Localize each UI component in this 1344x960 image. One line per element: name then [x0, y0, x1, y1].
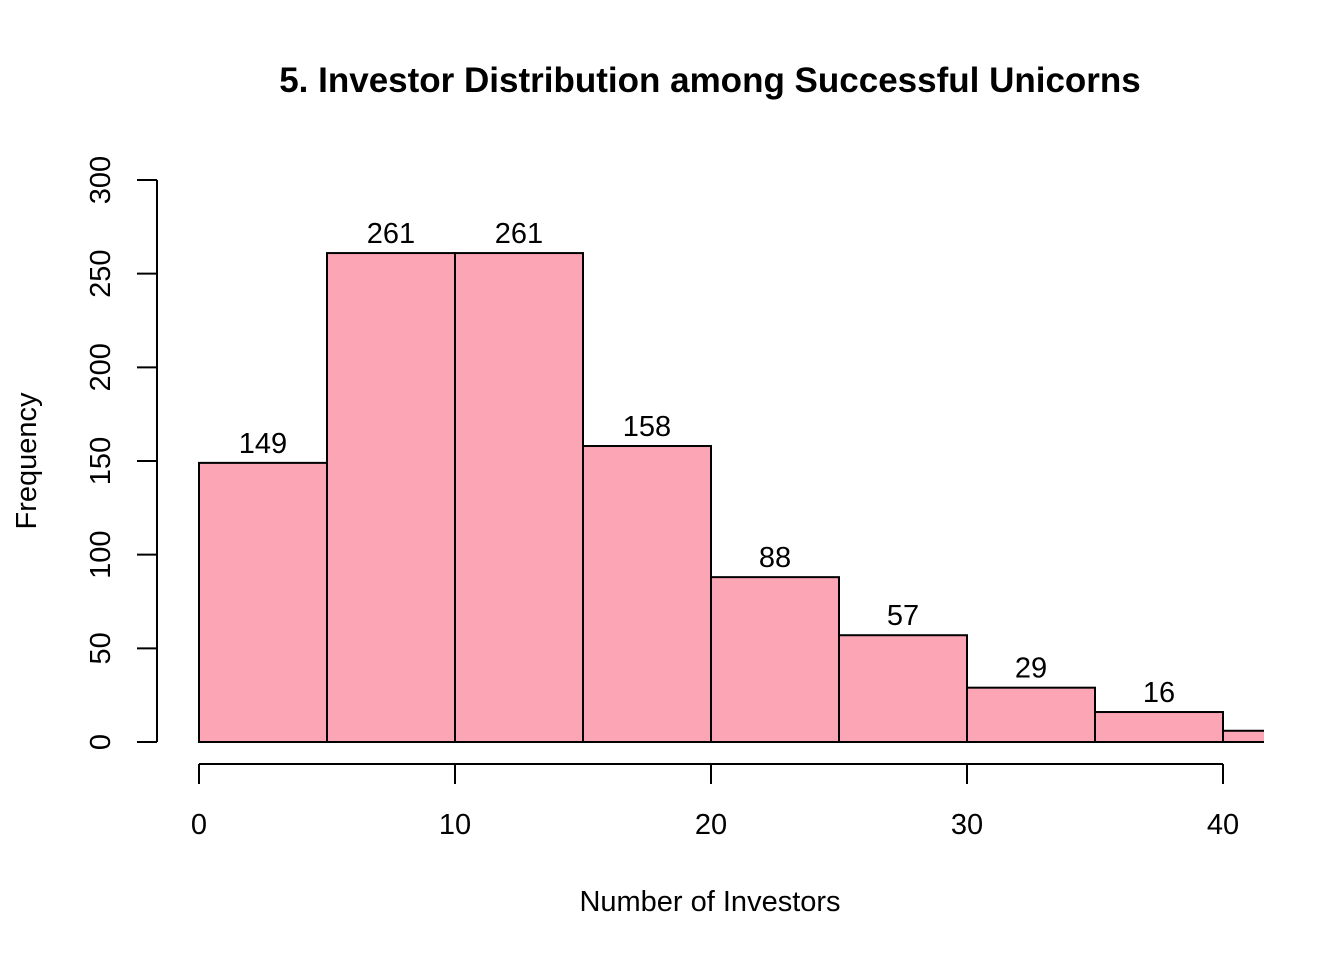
- y-tick-label: 150: [85, 437, 117, 485]
- x-tick-label: 0: [191, 809, 207, 841]
- y-axis-title: Frequency: [11, 392, 43, 530]
- x-axis: 0 10 20 30 40: [191, 763, 1239, 841]
- bar-value-label: 261: [495, 218, 543, 250]
- histogram-bar: [326, 252, 456, 743]
- histogram-bar: [838, 634, 968, 744]
- histogram-bar: [710, 576, 840, 743]
- y-tick-label: 200: [85, 343, 117, 391]
- y-tick-label: 0: [85, 734, 117, 750]
- bar-value-label: 158: [623, 411, 671, 443]
- histogram-bar: [454, 252, 584, 743]
- data-labels-group: 149 261 261 158 88 57 29 16: [239, 218, 1175, 709]
- y-tick-label: 300: [85, 156, 117, 204]
- bar-value-label: 88: [759, 542, 791, 574]
- y-tick-label: 250: [85, 249, 117, 297]
- bar-value-label: 149: [239, 428, 287, 460]
- x-tick-label: 10: [439, 809, 471, 841]
- histogram-bar: [966, 686, 1096, 744]
- histogram-bar: [582, 445, 712, 743]
- y-axis: 0 50 100 150 200 250 300: [85, 156, 158, 750]
- x-tick-label: 20: [695, 809, 727, 841]
- bar-value-label: 57: [887, 600, 919, 632]
- bar-value-label: 29: [1015, 653, 1047, 685]
- bar-value-label: 261: [367, 218, 415, 250]
- y-tick-label: 100: [85, 530, 117, 578]
- x-tick-label: 30: [951, 809, 983, 841]
- bars-group: [198, 252, 1264, 744]
- histogram-bar: [1094, 711, 1224, 744]
- y-tick-label: 50: [85, 632, 117, 664]
- chart-title: 5. Investor Distribution among Successfu…: [279, 61, 1141, 100]
- x-axis-title: Number of Investors: [579, 886, 840, 918]
- x-tick-label: 40: [1207, 809, 1239, 841]
- histogram-bar: [1222, 729, 1264, 743]
- histogram-bar: [198, 461, 328, 743]
- bar-value-label: 16: [1143, 677, 1175, 709]
